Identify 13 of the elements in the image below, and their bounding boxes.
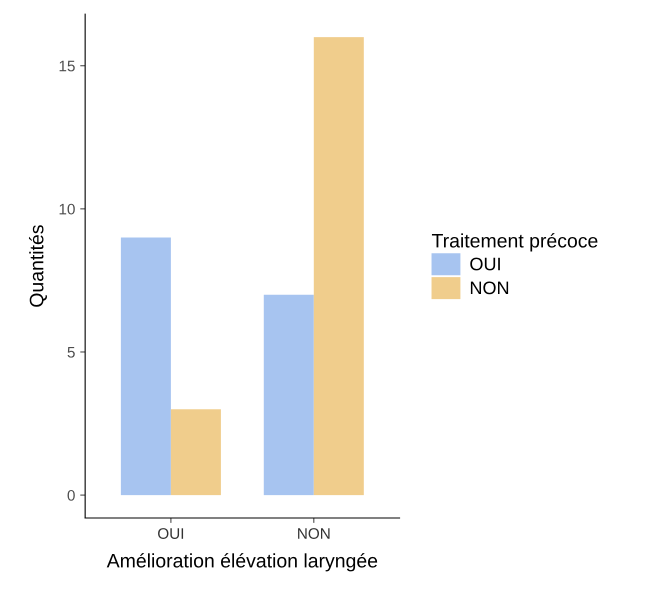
- bar: [264, 294, 314, 496]
- y-tick-label: 15: [60, 60, 75, 72]
- legend-title: Traitement précoce: [432, 233, 598, 252]
- bar: [120, 237, 171, 496]
- legend-label: NON: [470, 281, 508, 294]
- y-tick-label: 0: [68, 490, 75, 501]
- y-tick-label: 5: [68, 347, 75, 358]
- y-tick-label: 10: [60, 204, 75, 215]
- legend-label: OUI: [470, 258, 500, 270]
- x-axis-title: Amélioration élévation laryngée: [106, 553, 378, 572]
- bar: [170, 409, 221, 496]
- bar: [314, 37, 364, 496]
- y-axis-title: Quantités: [28, 225, 47, 307]
